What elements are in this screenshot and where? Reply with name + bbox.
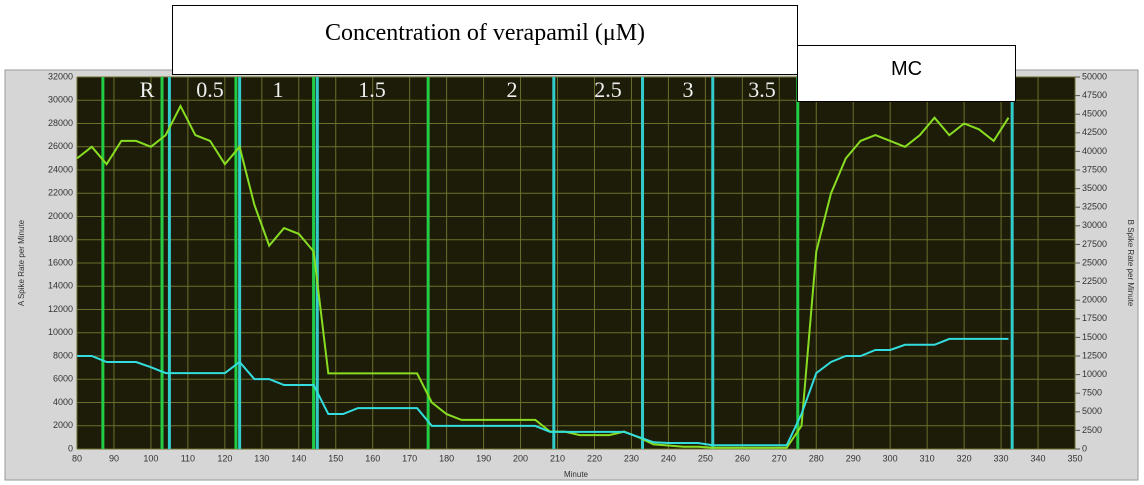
x-tick-label: 220 <box>587 453 602 463</box>
region-label: 0.5 <box>196 77 224 102</box>
y2-tick-label: 22500 <box>1082 276 1107 286</box>
x-tick-label: 330 <box>994 453 1009 463</box>
y-tick-label: 20000 <box>48 211 73 221</box>
region-label: 1.5 <box>358 77 386 102</box>
y-tick-label: 26000 <box>48 141 73 151</box>
x-tick-label: 320 <box>957 453 972 463</box>
y2-tick-label: 10000 <box>1082 369 1107 379</box>
x-tick-label: 230 <box>624 453 639 463</box>
y-tick-label: 32000 <box>48 71 73 81</box>
region-label: 1 <box>273 77 284 102</box>
region-label: 3 <box>683 77 694 102</box>
y-tick-label: 28000 <box>48 118 73 128</box>
x-tick-label: 210 <box>550 453 565 463</box>
y2-tick-label: 30000 <box>1082 220 1107 230</box>
y-tick-label: 2000 <box>53 420 73 430</box>
y-tick-label: 0 <box>68 443 73 453</box>
y2-tick-label: 35000 <box>1082 183 1107 193</box>
x-tick-label: 80 <box>72 453 82 463</box>
region-label: R <box>140 77 155 102</box>
region-label: 2.5 <box>594 77 622 102</box>
x-tick-label: 120 <box>217 453 232 463</box>
y2-tick-label: 0 <box>1082 443 1087 453</box>
x-tick-label: 300 <box>883 453 898 463</box>
y2-tick-label: 17500 <box>1082 313 1107 323</box>
y2-tick-label: 37500 <box>1082 164 1107 174</box>
x-tick-label: 270 <box>772 453 787 463</box>
y-tick-label: 30000 <box>48 95 73 105</box>
y2-tick-label: 5000 <box>1082 406 1102 416</box>
y-tick-label: 16000 <box>48 257 73 267</box>
y-tick-label: 4000 <box>53 397 73 407</box>
y2-tick-label: 2500 <box>1082 425 1102 435</box>
x-tick-label: 140 <box>291 453 306 463</box>
x-tick-label: 180 <box>439 453 454 463</box>
x-tick-label: 100 <box>143 453 158 463</box>
x-tick-label: 350 <box>1067 453 1082 463</box>
x-tick-label: 290 <box>846 453 861 463</box>
y-tick-label: 22000 <box>48 188 73 198</box>
y2-tick-label: 32500 <box>1082 202 1107 212</box>
x-tick-label: 250 <box>698 453 713 463</box>
region-label: 3.5 <box>748 77 776 102</box>
x-tick-label: 160 <box>365 453 380 463</box>
y2-tick-label: 42500 <box>1082 127 1107 137</box>
y2-tick-label: 27500 <box>1082 239 1107 249</box>
x-tick-label: 200 <box>513 453 528 463</box>
x-tick-label: 280 <box>809 453 824 463</box>
y2-tick-label: 40000 <box>1082 146 1107 156</box>
x-tick-label: 90 <box>109 453 119 463</box>
y-tick-label: 14000 <box>48 281 73 291</box>
x-tick-label: 240 <box>661 453 676 463</box>
x-tick-label: 190 <box>476 453 491 463</box>
data-line <box>77 337 1009 447</box>
x-tick-label: 150 <box>328 453 343 463</box>
y-tick-label: 12000 <box>48 304 73 314</box>
y-axis-title: A Spike Rate per Minute <box>17 219 26 306</box>
y2-tick-label: 25000 <box>1082 257 1107 267</box>
data-line <box>76 103 1010 449</box>
y2-tick-label: 12500 <box>1082 350 1107 360</box>
y2-axis-title: B Spike Rate per Minute <box>1126 220 1135 307</box>
x-tick-label: 340 <box>1031 453 1046 463</box>
y2-tick-label: 47500 <box>1082 90 1107 100</box>
x-tick-label: 260 <box>735 453 750 463</box>
x-tick-label: 130 <box>254 453 269 463</box>
header-title: Concentration of verapamil (μM) <box>172 5 798 75</box>
y2-tick-label: 45000 <box>1082 109 1107 119</box>
y-tick-label: 24000 <box>48 164 73 174</box>
y2-tick-label: 50000 <box>1082 71 1107 81</box>
y2-tick-label: 20000 <box>1082 295 1107 305</box>
y-tick-label: 10000 <box>48 327 73 337</box>
y-tick-label: 18000 <box>48 234 73 244</box>
x-axis-title: Minute <box>564 470 589 479</box>
y-tick-label: 6000 <box>53 374 73 384</box>
end-label: MC <box>797 45 1016 102</box>
y2-tick-label: 15000 <box>1082 332 1107 342</box>
y2-tick-label: 7500 <box>1082 388 1102 398</box>
y-tick-label: 8000 <box>53 350 73 360</box>
region-label: 2 <box>507 77 518 102</box>
x-tick-label: 110 <box>181 453 195 463</box>
x-tick-label: 310 <box>920 453 935 463</box>
x-tick-label: 170 <box>402 453 417 463</box>
